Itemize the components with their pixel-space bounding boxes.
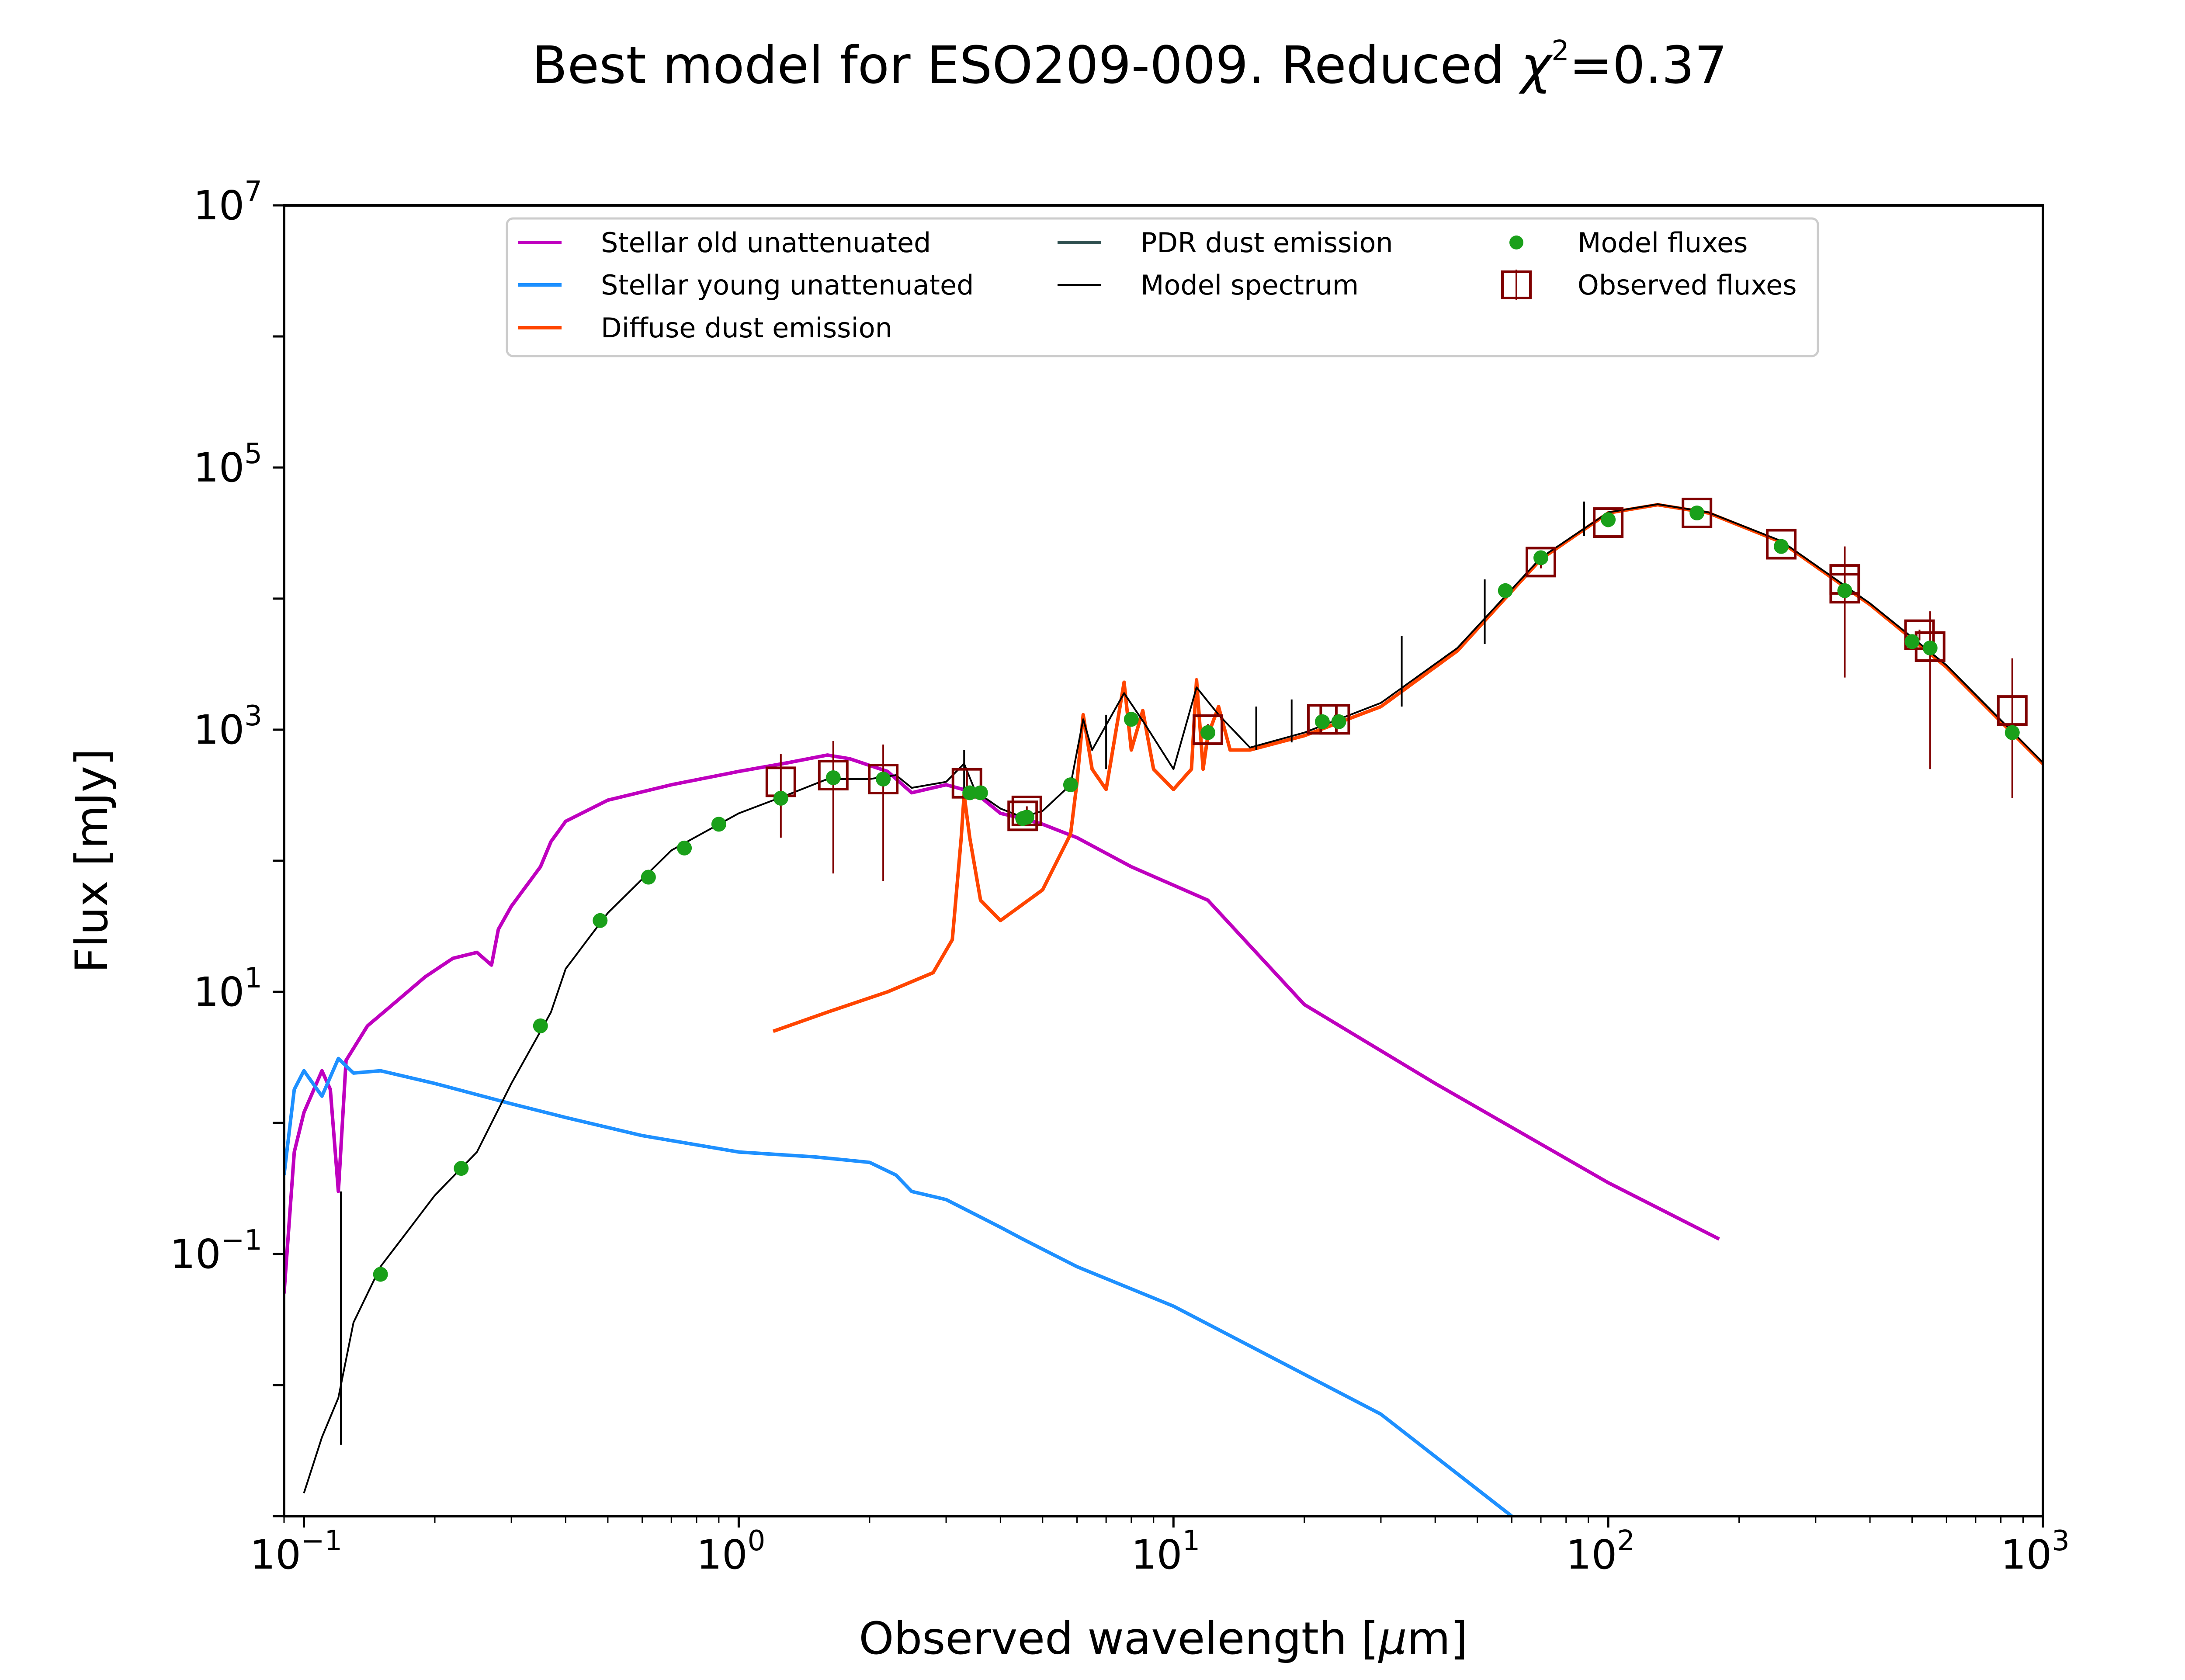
model-flux-marker (593, 913, 608, 928)
observed-flux-marker (1682, 498, 1713, 529)
legend-item: PDR dust emission (1058, 227, 1393, 259)
legend-label: Diffuse dust emission (601, 312, 892, 344)
legend-box (506, 217, 1819, 357)
model-flux-marker (533, 1018, 548, 1033)
legend-label: Model fluxes (1578, 227, 1748, 259)
model-flux-marker (711, 817, 726, 832)
x-tick-label: 103 (2001, 1525, 2070, 1578)
model-flux-marker (962, 785, 978, 800)
model-flux-marker (1837, 583, 1852, 598)
observed-flux-marker (1829, 573, 1860, 604)
model-flux-marker (1063, 777, 1078, 793)
model-flux-marker (373, 1267, 388, 1282)
observed-flux-marker (868, 764, 899, 795)
plot-area (283, 204, 2044, 1517)
model-flux-marker (973, 785, 988, 800)
observed-flux-point (868, 745, 899, 881)
model-flux-marker (641, 869, 656, 885)
legend-item: Model fluxes (1509, 227, 1748, 259)
model-flux-marker (1314, 714, 1330, 729)
y-axis-label: Flux [mJy] (66, 748, 118, 973)
model-flux-marker (773, 790, 788, 806)
x-tick-label: 101 (1131, 1525, 1200, 1578)
observed-flux-marker (1011, 795, 1042, 826)
x-tick-label: 10−1 (250, 1525, 342, 1578)
y-tick-label: 107 (193, 176, 262, 229)
model-flux-marker (1774, 539, 1789, 554)
model-flux-marker (1904, 634, 1920, 649)
model-flux-marker (454, 1161, 469, 1176)
y-tick-label: 105 (193, 438, 262, 491)
y-tick-label: 10−1 (170, 1224, 262, 1278)
y-tick-label: 101 (193, 962, 262, 1015)
model-flux-marker (1331, 714, 1346, 729)
legend: Stellar old unattenuated Stellar young un… (506, 217, 1819, 357)
model-flux-marker (1601, 512, 1616, 527)
observed-flux-marker (1766, 529, 1797, 560)
legend-item: Model spectrum (1058, 269, 1359, 301)
model-flux-marker (2005, 725, 2020, 740)
x-tick-label: 100 (696, 1525, 765, 1578)
model-flux-marker (876, 772, 891, 787)
model-flux-marker (825, 770, 841, 785)
series-line-stellar-young-unattenuated (284, 1056, 1513, 1516)
chart-title: Best model for ESO209-009. Reduced χ2=0.… (532, 35, 1727, 95)
legend-label: Stellar young unattenuated (601, 269, 974, 301)
x-tick-label: 102 (1566, 1525, 1635, 1578)
series-layer (284, 501, 2043, 1516)
series-line-model-spectrum (303, 503, 2043, 1493)
model-flux-marker (1922, 641, 1938, 656)
y-tick-label: 103 (193, 700, 262, 753)
legend-label: Stellar old unattenuated (601, 227, 931, 259)
model-flux-marker (1124, 712, 1139, 727)
legend-label: Observed fluxes (1578, 269, 1797, 301)
model-flux-marker (1019, 810, 1034, 825)
legend-item: Observed fluxes (1501, 269, 1797, 301)
legend-item: Diffuse dust emission (518, 312, 892, 344)
model-flux-marker (1200, 725, 1216, 740)
model-flux-marker (1533, 550, 1549, 565)
observed-flux-marker (1007, 800, 1038, 831)
observed-flux-marker (1193, 714, 1224, 745)
legend-item: Stellar old unattenuated (518, 227, 931, 259)
observed-flux-point (818, 741, 849, 874)
model-flux-marker (677, 840, 692, 856)
observed-flux-marker (1526, 547, 1557, 578)
observed-flux-marker (1997, 695, 2028, 726)
observed-flux-marker (818, 760, 849, 791)
markers-layer (373, 498, 2028, 1282)
x-axis-label: Observed wavelength [μm] (859, 1613, 1468, 1665)
observed-flux-marker (1904, 619, 1935, 650)
legend-label: Model spectrum (1141, 269, 1359, 301)
axis-ticks: 10−1 100 101 102 103 10−1 101 103 105 107 (170, 176, 2070, 1578)
legend-swatch (1509, 236, 1523, 249)
observed-flux-marker (1593, 507, 1624, 538)
model-flux-marker (1498, 583, 1513, 598)
model-flux-marker (1689, 506, 1705, 521)
plot-background (284, 205, 2043, 1516)
legend-item: Stellar young unattenuated (518, 269, 974, 301)
legend-label: PDR dust emission (1141, 227, 1393, 259)
legend-swatch (1501, 270, 1532, 299)
